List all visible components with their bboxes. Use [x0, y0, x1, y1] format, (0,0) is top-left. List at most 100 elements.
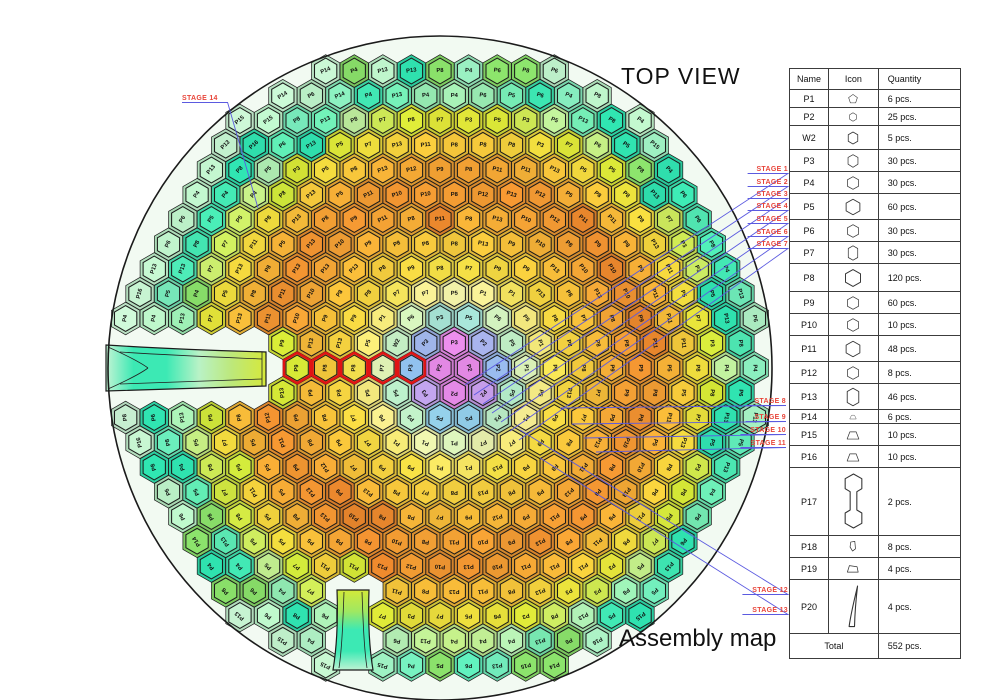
piece-label: P3 [708, 339, 715, 347]
piece-label: P8 [678, 487, 687, 497]
piece-label: P14 [320, 66, 333, 76]
piece-label: P11 [319, 560, 331, 571]
header-icon: Icon [827, 68, 879, 90]
piece-label: P9 [464, 513, 472, 520]
part-icon [827, 383, 879, 410]
piece-label: P7 [392, 289, 401, 298]
piece-label: P7 [694, 314, 701, 322]
table-row: P4 30 pcs. [789, 171, 962, 194]
piece-label: P5 [649, 586, 659, 596]
piece-label: P4 [193, 190, 202, 200]
piece-label: P3 [465, 117, 473, 123]
stage-label: STAGE 9 [754, 414, 786, 421]
hex-m-icon [847, 175, 860, 190]
piece-label: P9 [308, 388, 315, 397]
piece-label: P8 [549, 611, 559, 620]
piece-label: P13 [649, 189, 661, 201]
piece-label: P14 [334, 91, 347, 101]
hex-tall-icon [847, 387, 860, 406]
piece-label: P8 [520, 462, 530, 472]
piece-label: P8 [565, 339, 573, 348]
piece-label: P11 [664, 412, 672, 424]
piece-label: P10 [420, 191, 431, 199]
piece-label: P4 [465, 68, 473, 74]
piece-label: P8 [165, 437, 173, 446]
piece-label: P8 [451, 241, 459, 247]
piece-label: P7 [379, 117, 387, 125]
piece-label: P10 [492, 562, 503, 570]
piece-label: P11 [249, 238, 260, 250]
piece-label: P10 [293, 313, 302, 325]
piece-label: P13 [491, 215, 503, 224]
piece-label: P10 [621, 436, 630, 448]
red-assembly-row [282, 351, 426, 385]
piece-label: P2 [494, 364, 501, 372]
piece-label: P4 [278, 586, 288, 596]
piece-label: P13 [233, 609, 245, 621]
part-quantity: 10 pcs. [877, 445, 962, 468]
piece-label: P8 [621, 537, 631, 547]
piece-label: P5 [679, 289, 687, 298]
piece-label: P8 [336, 289, 345, 299]
piece-label: P4 [707, 487, 716, 497]
part-icon [827, 241, 879, 264]
piece-label: P6 [493, 314, 503, 324]
piece-label: P13 [721, 461, 730, 473]
piece-label: P13 [305, 189, 317, 201]
piece-label: P13 [476, 488, 488, 496]
piece-label: P4 [151, 314, 158, 323]
piece-label: P8 [378, 512, 388, 521]
stage-label: STAGE 12 [752, 587, 788, 594]
special-long-pieces [105, 344, 374, 671]
piece-label: P8 [692, 512, 701, 522]
piece-label: P8 [351, 364, 357, 372]
part-name: P19 [789, 557, 829, 580]
table-row: P9 60 pcs. [789, 291, 962, 314]
piece-label: P8 [406, 512, 415, 520]
piece-label: P12 [406, 166, 417, 174]
part-name: P6 [789, 219, 829, 242]
piece-label: P7 [207, 265, 215, 274]
piece-label: P2 [478, 388, 487, 397]
piece-label: P7 [221, 240, 230, 249]
piece-label: P7 [350, 462, 359, 471]
piece-label: P8 [592, 487, 602, 497]
part-quantity: 120 pcs. [877, 263, 962, 292]
piece-label: P7 [579, 314, 587, 323]
piece-label: P5 [250, 437, 258, 446]
piece-label: P8 [350, 116, 360, 125]
piece-label: P1 [450, 439, 458, 445]
stage-label: STAGE 10 [750, 427, 786, 434]
piece-label: P12 [406, 562, 417, 570]
piece-label: P9 [507, 240, 517, 249]
piece-label: P11 [664, 313, 672, 325]
part-name: P15 [789, 423, 829, 446]
piece-label: P9 [550, 413, 559, 423]
piece-label: P13 [220, 535, 231, 547]
part-quantity: 48 pcs. [877, 335, 962, 362]
table-row: P17 2 pcs. [789, 467, 962, 536]
piece-label: P11 [348, 561, 360, 571]
piece-label: P4 [407, 661, 416, 668]
piece-label: P4 [221, 190, 231, 200]
piece-label: P8 [594, 339, 601, 348]
table-row: P8 120 pcs. [789, 263, 962, 292]
stage-label: STAGE 11 [751, 440, 786, 447]
piece-label: P1 [421, 438, 431, 447]
hex-m-icon [847, 317, 860, 332]
piece-label: P13 [491, 661, 503, 668]
piece-label: P8 [335, 536, 345, 545]
piece-label: P11 [249, 485, 260, 497]
piece-label: P13 [620, 486, 631, 499]
piece-label: P9 [364, 239, 374, 248]
piece-label: P6 [737, 389, 744, 397]
piece-label: P16 [591, 635, 604, 646]
piece-label: P5 [263, 561, 273, 571]
part-icon [827, 291, 879, 314]
piece-label: P5 [536, 389, 544, 398]
piece-label: P5 [736, 438, 744, 447]
piece-label: P8 [364, 289, 374, 299]
piece-label: P13 [150, 262, 159, 274]
piece-label: P6 [536, 92, 545, 100]
part-icon [827, 219, 879, 242]
